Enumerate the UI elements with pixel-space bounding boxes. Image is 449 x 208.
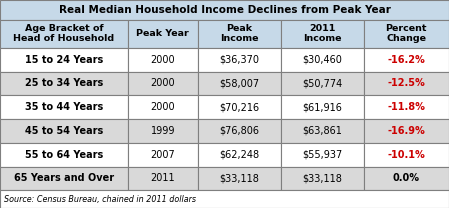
Bar (128, 48, 198, 72)
Text: 2011
Income: 2011 Income (303, 24, 341, 43)
Bar (198, 20, 281, 48)
Bar (128, 143, 198, 167)
Bar (364, 119, 449, 143)
Text: $70,216: $70,216 (219, 102, 259, 112)
Text: -16.9%: -16.9% (387, 126, 425, 136)
Text: Real Median Household Income Declines from Peak Year: Real Median Household Income Declines fr… (58, 5, 391, 15)
Text: 45 to 54 Years: 45 to 54 Years (25, 126, 103, 136)
Text: 2000: 2000 (150, 78, 175, 88)
Text: $76,806: $76,806 (219, 126, 259, 136)
Text: 1999: 1999 (150, 126, 175, 136)
Text: Age Bracket of
Head of Household: Age Bracket of Head of Household (13, 24, 114, 43)
Bar (281, 119, 364, 143)
Bar (281, 95, 364, 119)
Bar (281, 167, 364, 190)
Bar (198, 167, 281, 190)
Bar (0, 119, 128, 143)
Text: -12.5%: -12.5% (387, 78, 425, 88)
Text: 2011: 2011 (150, 173, 175, 183)
Text: -16.2%: -16.2% (387, 55, 425, 65)
Text: 2000: 2000 (150, 55, 175, 65)
Text: 55 to 64 Years: 55 to 64 Years (25, 150, 103, 160)
Bar (281, 143, 364, 167)
Text: 2007: 2007 (150, 150, 175, 160)
Text: $62,248: $62,248 (219, 150, 259, 160)
Bar (198, 48, 281, 72)
Text: Peak
Income: Peak Income (220, 24, 258, 43)
Text: $30,460: $30,460 (302, 55, 342, 65)
Bar (0, 72, 128, 95)
Text: $33,118: $33,118 (219, 173, 259, 183)
Text: Peak Year: Peak Year (136, 29, 189, 38)
Bar (128, 95, 198, 119)
Text: Percent
Change: Percent Change (386, 24, 427, 43)
Text: Source: Census Bureau, chained in 2011 dollars: Source: Census Bureau, chained in 2011 d… (4, 195, 197, 204)
Bar (364, 95, 449, 119)
Bar (128, 167, 198, 190)
Text: $61,916: $61,916 (302, 102, 342, 112)
Bar (198, 143, 281, 167)
Bar (364, 72, 449, 95)
Bar (198, 72, 281, 95)
Bar (364, 143, 449, 167)
Text: -10.1%: -10.1% (387, 150, 425, 160)
Text: 0.0%: 0.0% (393, 173, 420, 183)
Bar (128, 119, 198, 143)
Bar (0, 20, 128, 48)
Bar (281, 20, 364, 48)
Bar (128, 20, 198, 48)
Bar (0, 167, 128, 190)
Text: $50,774: $50,774 (302, 78, 342, 88)
Bar (364, 20, 449, 48)
Bar (364, 167, 449, 190)
Text: 35 to 44 Years: 35 to 44 Years (25, 102, 103, 112)
Bar (0, 0, 449, 20)
Bar (0, 48, 128, 72)
Bar (0, 95, 128, 119)
Text: $36,370: $36,370 (219, 55, 259, 65)
Text: 2000: 2000 (150, 102, 175, 112)
Bar (198, 119, 281, 143)
Bar (281, 48, 364, 72)
Bar (0, 190, 449, 208)
Text: -11.8%: -11.8% (387, 102, 425, 112)
Bar (0, 143, 128, 167)
Text: $33,118: $33,118 (302, 173, 342, 183)
Bar (128, 72, 198, 95)
Text: $58,007: $58,007 (219, 78, 259, 88)
Text: $55,937: $55,937 (302, 150, 342, 160)
Bar (281, 72, 364, 95)
Text: $63,861: $63,861 (302, 126, 342, 136)
Text: 25 to 34 Years: 25 to 34 Years (25, 78, 103, 88)
Bar (198, 95, 281, 119)
Bar (364, 48, 449, 72)
Text: 15 to 24 Years: 15 to 24 Years (25, 55, 103, 65)
Text: 65 Years and Over: 65 Years and Over (14, 173, 114, 183)
